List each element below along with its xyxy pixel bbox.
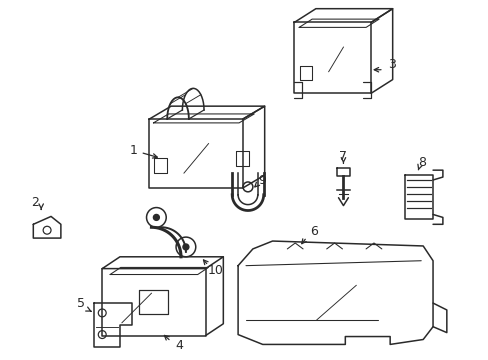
Text: 7: 7 (339, 150, 347, 163)
Circle shape (183, 244, 188, 250)
Text: 5: 5 (76, 297, 84, 310)
Text: 4: 4 (175, 339, 183, 352)
Text: 1: 1 (129, 144, 157, 158)
Circle shape (153, 215, 159, 220)
Text: 9: 9 (257, 174, 265, 186)
Text: 3: 3 (387, 58, 395, 71)
Text: 8: 8 (417, 156, 426, 169)
Text: 6: 6 (309, 225, 317, 238)
Text: 10: 10 (207, 264, 223, 277)
Text: 2: 2 (31, 196, 39, 209)
